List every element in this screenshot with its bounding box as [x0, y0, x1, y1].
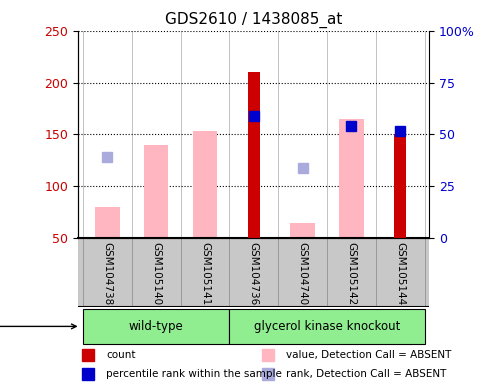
- Text: GSM104738: GSM104738: [102, 242, 112, 305]
- Text: percentile rank within the sample: percentile rank within the sample: [106, 369, 282, 379]
- Title: GDS2610 / 1438085_at: GDS2610 / 1438085_at: [165, 12, 343, 28]
- Bar: [394, 134, 407, 238]
- Text: GSM105140: GSM105140: [151, 242, 161, 305]
- Bar: [95, 207, 120, 238]
- Bar: [193, 131, 217, 238]
- Bar: [248, 72, 260, 238]
- Text: wild-type: wild-type: [129, 320, 183, 333]
- Text: GSM105144: GSM105144: [395, 242, 405, 305]
- Text: glycerol kinase knockout: glycerol kinase knockout: [254, 320, 400, 333]
- Bar: [339, 119, 364, 238]
- Text: GSM104736: GSM104736: [249, 242, 259, 305]
- Text: genotype/variation: genotype/variation: [0, 320, 76, 333]
- Text: GSM105142: GSM105142: [346, 242, 356, 305]
- Text: value, Detection Call = ABSENT: value, Detection Call = ABSENT: [286, 350, 451, 360]
- FancyBboxPatch shape: [229, 309, 425, 344]
- Text: rank, Detection Call = ABSENT: rank, Detection Call = ABSENT: [286, 369, 447, 379]
- Text: GSM105141: GSM105141: [200, 242, 210, 305]
- Bar: [144, 145, 168, 238]
- Text: count: count: [106, 350, 136, 360]
- Text: GSM104740: GSM104740: [298, 242, 307, 305]
- FancyBboxPatch shape: [83, 309, 229, 344]
- Bar: [290, 223, 315, 238]
